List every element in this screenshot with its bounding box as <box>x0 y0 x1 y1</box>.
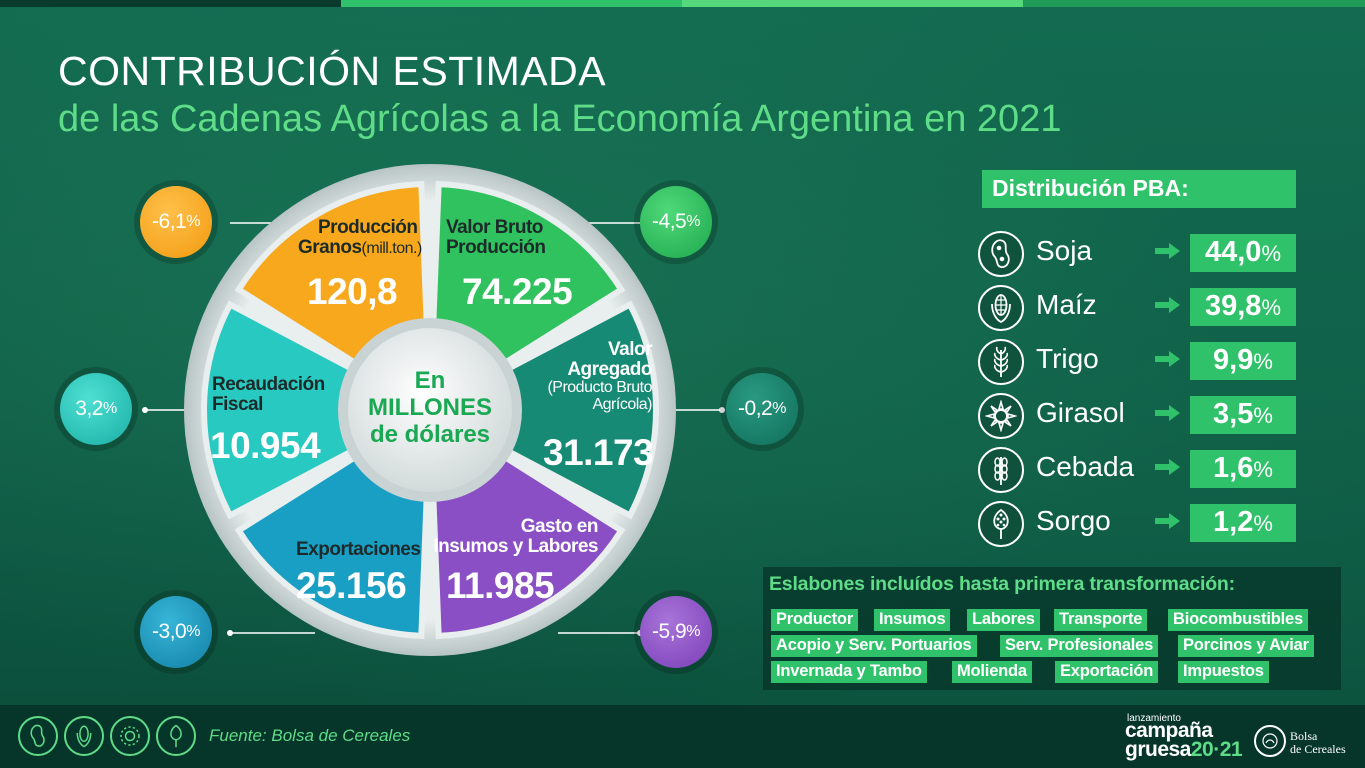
crop-percentage: 1,6% <box>1190 450 1296 488</box>
bolsa-seal-icon <box>1254 725 1286 757</box>
wheel-center-text: En MILLONES de dólares <box>368 367 492 448</box>
campaign-logo-line2: gruesa20·21 <box>1125 738 1243 761</box>
connector-dot <box>227 630 233 636</box>
eslabon-tag: Invernada y Tambo <box>771 661 927 683</box>
wheel-segment-recaudacion <box>201 300 437 520</box>
top-bar-segment <box>682 0 1023 7</box>
segment-label-produccion: Producción Granos(mill.ton.) <box>298 217 422 258</box>
crop-name: Soja <box>1036 235 1093 266</box>
change-bubble-valor-bruto: -4,5% <box>640 186 712 258</box>
connector-dot <box>719 407 725 413</box>
wheat-icon <box>978 339 1024 385</box>
barley-icon <box>978 447 1024 493</box>
pba-row-soja: Soja 44,0% <box>978 229 1298 277</box>
change-bubble-recaudacion: 3,2% <box>60 373 132 445</box>
arrow-right-icon <box>1155 297 1180 313</box>
bolsa-logo-line2: de Cereales <box>1290 742 1346 756</box>
crop-name: Sorgo <box>1036 505 1111 536</box>
segment-label-gasto: Gasto en Insumos y Labores <box>433 516 598 557</box>
connector-dot <box>142 407 148 413</box>
crop-name: Trigo <box>1036 343 1099 374</box>
pba-row-girasol: Girasol 3,5% <box>978 391 1298 439</box>
segment-value-gasto: 11.985 <box>446 565 555 606</box>
change-bubble-produccion: -6,1% <box>140 186 212 258</box>
wheel-hub <box>348 328 512 492</box>
eslabon-tag: Exportación <box>1055 661 1159 683</box>
eslabon-tag: Productor <box>771 609 859 631</box>
wheel-segment-valor-agregado <box>423 300 659 520</box>
pba-title: Distribución PBA: <box>982 170 1296 208</box>
segment-value-produccion: 120,8 <box>307 271 398 312</box>
sunflower-icon <box>978 393 1024 439</box>
segment-value-valor-bruto: 74.225 <box>462 271 573 312</box>
eslabon-tag: Biocombustibles <box>1168 609 1308 631</box>
campaign-small-text: lanzamiento <box>1127 713 1181 724</box>
crop-name: Cebada <box>1036 451 1135 482</box>
sorghum-icon <box>978 501 1024 547</box>
campaign-logo-line1: campaña <box>1125 719 1213 742</box>
change-bubble-exportaciones: -3,0% <box>140 596 212 668</box>
crop-percentage: 1,2% <box>1190 504 1296 542</box>
bolsa-logo-line1: Bolsa <box>1290 729 1318 743</box>
crop-name: Girasol <box>1036 397 1125 428</box>
pba-row-maiz: Maíz 39,8% <box>978 283 1298 331</box>
segment-label-valor-bruto: Valor Bruto Producción <box>446 217 546 258</box>
segment-label-recaudacion: Recaudación Fiscal <box>212 374 325 415</box>
segment-label-valor-agregado: Valor Agregado (Producto Bruto Agrícola) <box>547 339 652 413</box>
top-bar-segment <box>0 0 341 7</box>
crop-percentage: 9,9% <box>1190 342 1296 380</box>
crop-name: Maíz <box>1036 289 1097 320</box>
change-bubble-gasto: -5,9% <box>640 596 712 668</box>
soy-icon <box>18 716 58 756</box>
footer <box>0 705 1365 768</box>
eslabon-tag: Acopio y Serv. Portuarios <box>771 635 977 657</box>
eslabon-tag: Serv. Profesionales <box>1000 635 1159 657</box>
eslabon-tag: Transporte <box>1054 609 1148 631</box>
crop-percentage: 39,8% <box>1190 288 1296 326</box>
eslabon-tag: Molienda <box>952 661 1032 683</box>
soy-icon <box>978 231 1024 277</box>
crop-percentage: 44,0% <box>1190 234 1296 272</box>
sorghum-icon <box>156 716 196 756</box>
source-text: Fuente: Bolsa de Cereales <box>209 726 411 745</box>
eslabones-panel: Eslabones incluídos hasta primera transf… <box>763 567 1341 690</box>
pba-row-cebada: Cebada 1,6% <box>978 445 1298 493</box>
top-bar-segment <box>1023 0 1365 7</box>
eslabon-tag: Impuestos <box>1178 661 1269 683</box>
eslabones-title: Eslabones incluídos hasta primera transf… <box>769 573 1235 595</box>
page-title: CONTRIBUCIÓN ESTIMADA <box>58 48 607 94</box>
change-bubble-valor-agregado: -0,2% <box>726 373 798 445</box>
arrow-right-icon <box>1155 405 1180 421</box>
page-subtitle: de las Cadenas Agrícolas a la Economía A… <box>58 98 1062 140</box>
arrow-right-icon <box>1155 513 1180 529</box>
eslabon-tag: Insumos <box>874 609 951 631</box>
eslabon-tag: Porcinos y Aviar <box>1178 635 1314 657</box>
sunflower-icon <box>110 716 150 756</box>
pba-row-sorgo: Sorgo 1,2% <box>978 499 1298 547</box>
pba-row-trigo: Trigo 9,9% <box>978 337 1298 385</box>
arrow-right-icon <box>1155 459 1180 475</box>
top-bar-segment <box>341 0 682 7</box>
segment-value-recaudacion: 10.954 <box>210 425 321 466</box>
arrow-right-icon <box>1155 351 1180 367</box>
segment-label-exportaciones: Exportaciones <box>296 539 421 560</box>
crop-percentage: 3,5% <box>1190 396 1296 434</box>
arrow-right-icon <box>1155 243 1180 259</box>
corn-icon <box>64 716 104 756</box>
eslabon-tag: Labores <box>967 609 1040 631</box>
corn-icon <box>978 285 1024 331</box>
segment-value-valor-agregado: 31.173 <box>543 432 654 473</box>
segment-value-exportaciones: 25.156 <box>296 565 407 606</box>
